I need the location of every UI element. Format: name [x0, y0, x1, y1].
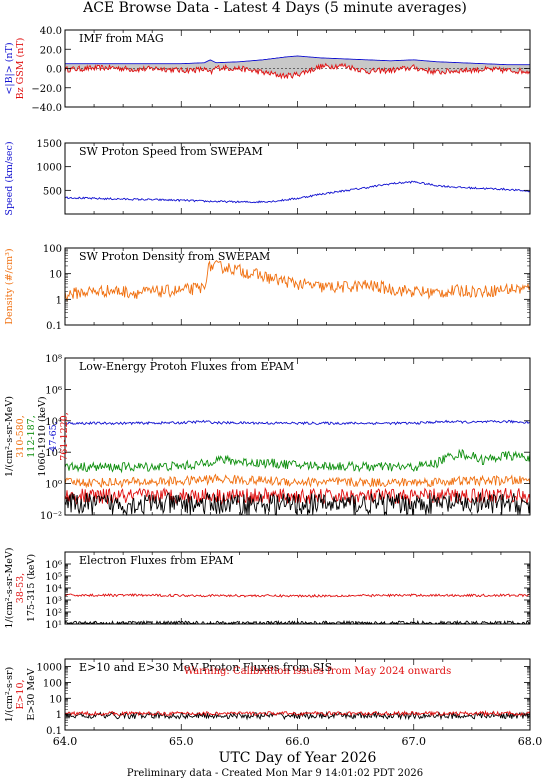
y-axis-label: 761-1220,	[59, 412, 70, 461]
series-line-2	[64, 709, 531, 717]
panel-title: E>10 and E>30 MeV Proton Fluxes from SIS	[79, 661, 332, 674]
y-tick-label: 1000	[37, 663, 62, 674]
x-tick-label: 64.0	[53, 735, 78, 748]
y-axis-label: 310-580,	[15, 415, 26, 458]
y-axis-label: 1/(cm²-s-sr-MeV)	[4, 396, 15, 477]
y-tick-label: 10	[49, 270, 62, 281]
plot-frame	[64, 357, 531, 516]
y-tick-label: 1000	[37, 163, 62, 174]
y-tick-label: 1	[56, 295, 62, 306]
y-tick-label: 0.0	[46, 65, 62, 76]
series-line-1	[64, 593, 531, 598]
series-line-2	[64, 448, 531, 474]
y-tick-label: 10²	[45, 608, 62, 619]
y-tick-label: 40.0	[40, 26, 62, 37]
y-axis-label: Density (#/cm³)	[4, 248, 15, 324]
panel-title: Electron Fluxes from EPAM	[79, 554, 234, 567]
y-axis-label: E>30 MeV	[26, 668, 37, 720]
series-line-1	[64, 259, 531, 302]
warning-annotation: Warning: Calibration issues from May 202…	[184, 666, 451, 677]
y-tick-label: 1	[56, 710, 62, 721]
series-line-2	[64, 62, 531, 80]
y-tick-label: 10⁵	[45, 572, 62, 583]
y-tick-label: 10⁴	[45, 417, 62, 428]
y-tick-label: 10⁰	[45, 480, 62, 491]
y-axis-label: <|B|> (nT)	[4, 42, 15, 94]
y-tick-label: 10⁴	[45, 584, 62, 595]
y-axis-label: Bz GSM (nT)	[15, 38, 26, 100]
x-tick-label: 66.0	[285, 735, 310, 748]
panel-title: SW Proton Density from SWEPAM	[79, 250, 270, 263]
y-tick-label: 0.1	[46, 321, 62, 332]
y-tick-label: 10³	[45, 596, 62, 607]
y-tick-label: 10¹	[45, 620, 62, 631]
y-axis-label: 112-187,	[26, 415, 37, 458]
footer-note: Preliminary data - Created Mon Mar 9 14:…	[126, 768, 424, 779]
panel-title: Low-Energy Proton Fluxes from EPAM	[79, 360, 294, 373]
y-axis-label: 1/(cm²-s-sr)	[4, 667, 15, 723]
x-axis-label: UTC Day of Year 2026	[219, 750, 377, 766]
y-axis-label: 1/(cm²-s-sr-MeV)	[4, 548, 15, 629]
page-title: ACE Browse Data - Latest 4 Days (5 minut…	[83, 0, 467, 16]
y-tick-label: 500	[43, 186, 62, 197]
y-tick-label: 100	[43, 678, 62, 689]
y-tick-label: 10⁶	[45, 560, 62, 571]
y-axis-label: E>10,	[15, 679, 26, 709]
x-tick-label: 67.0	[402, 735, 427, 748]
series-line-1	[64, 710, 531, 721]
y-tick-label: −20.0	[31, 84, 62, 95]
y-axis-label: 47-65,	[48, 421, 59, 451]
y-axis-label: 175-315 (keV)	[26, 554, 37, 622]
series-line-1	[65, 55, 530, 66]
series-line-1	[64, 419, 531, 426]
y-tick-label: 10⁶	[45, 385, 62, 396]
y-tick-label: 0.1	[46, 726, 62, 737]
y-tick-label: 10⁸	[45, 354, 62, 365]
series-line-5	[64, 491, 531, 517]
y-axis-label: Speed (km/sec)	[4, 141, 15, 215]
y-tick-label: −40.0	[31, 103, 62, 114]
x-tick-label: 65.0	[169, 735, 194, 748]
panel-title: SW Proton Speed from SWEPAM	[79, 145, 263, 158]
series-line-1	[64, 180, 531, 204]
y-tick-label: 10	[49, 694, 62, 705]
y-axis-label: 38-53,	[15, 573, 26, 603]
panel-title: IMF from MAG	[79, 32, 164, 45]
y-tick-label: 1500	[37, 139, 62, 150]
y-tick-label: 10⁻²	[40, 511, 62, 522]
y-tick-label: 20.0	[40, 45, 62, 56]
series-fill	[65, 56, 530, 79]
y-tick-label: 100	[43, 244, 62, 255]
series-line-3	[64, 473, 531, 489]
y-axis-label: 1060-1910 (keV)	[37, 396, 48, 476]
x-tick-label: 68.0	[518, 735, 543, 748]
y-tick-label: 10²	[45, 448, 62, 459]
